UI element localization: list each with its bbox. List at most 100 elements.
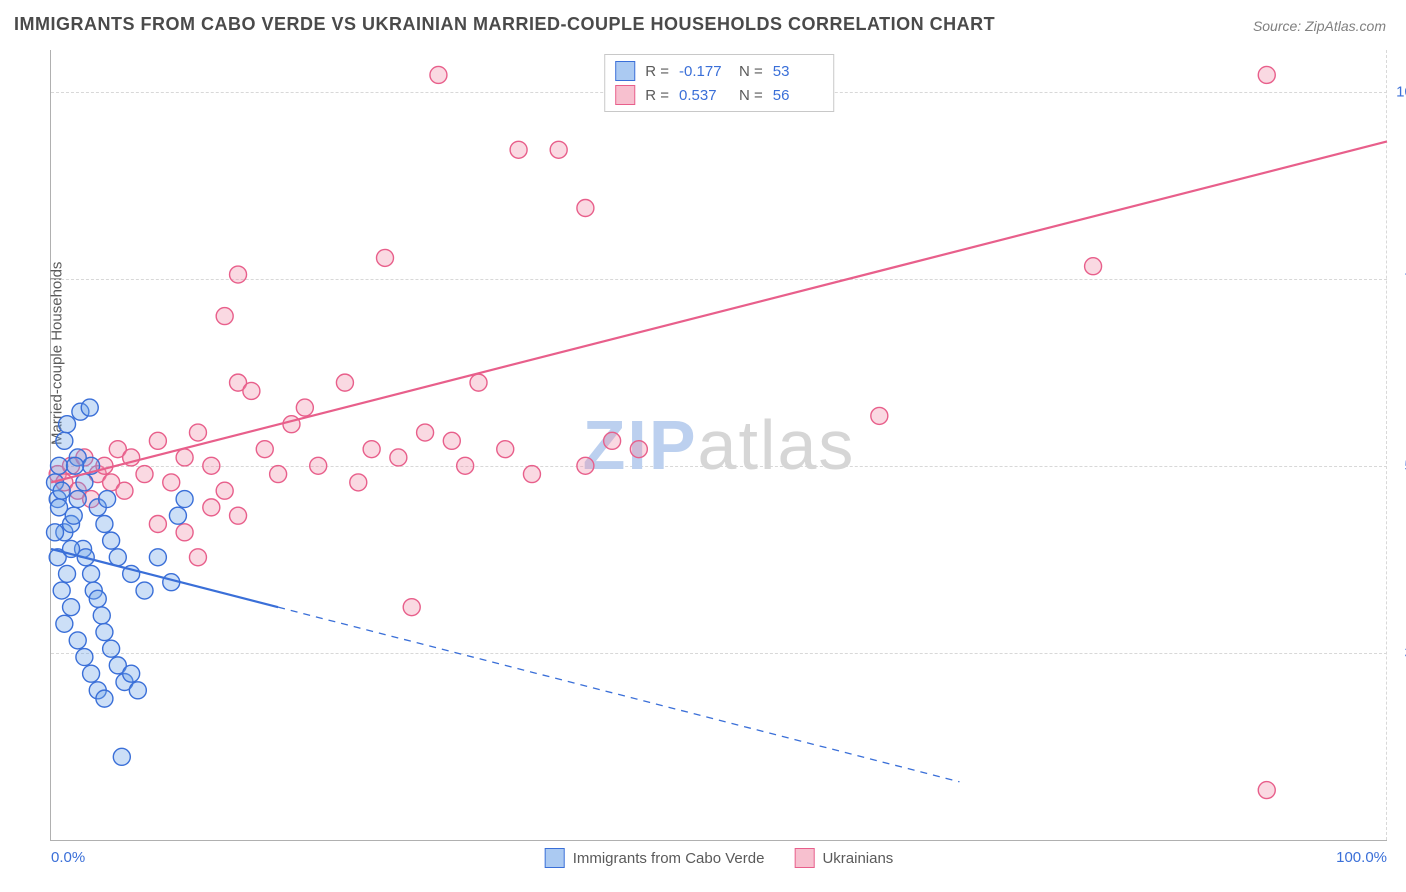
scatter-point-a xyxy=(123,665,140,682)
scatter-point-a xyxy=(81,399,98,416)
x-tick-label: 100.0% xyxy=(1336,849,1387,866)
legend-stats-row-a: R = -0.177 N = 53 xyxy=(615,59,823,83)
scatter-point-b xyxy=(1258,66,1275,83)
scatter-point-b xyxy=(163,474,180,491)
scatter-point-b xyxy=(350,474,367,491)
legend-swatch-b2 xyxy=(794,848,814,868)
scatter-point-b xyxy=(470,374,487,391)
scatter-point-a xyxy=(65,507,82,524)
scatter-point-b xyxy=(390,449,407,466)
scatter-point-a xyxy=(59,416,76,433)
legend-n-label-b: N = xyxy=(739,87,763,104)
scatter-point-b xyxy=(136,466,153,483)
scatter-point-a xyxy=(93,607,110,624)
scatter-point-b xyxy=(149,432,166,449)
scatter-point-b xyxy=(630,441,647,458)
scatter-point-b xyxy=(577,200,594,217)
scatter-point-a xyxy=(69,632,86,649)
y-tick-label: 55.0% xyxy=(1392,457,1406,474)
scatter-point-a xyxy=(63,599,80,616)
scatter-point-a xyxy=(56,615,73,632)
scatter-point-a xyxy=(51,457,68,474)
legend-series-b: Ukrainians xyxy=(794,848,893,868)
legend-swatch-b xyxy=(615,85,635,105)
scatter-point-a xyxy=(113,748,130,765)
scatter-point-b xyxy=(577,457,594,474)
scatter-point-a xyxy=(53,582,70,599)
legend-n-value-a: 53 xyxy=(773,63,823,80)
scatter-point-b xyxy=(604,432,621,449)
legend-series-a: Immigrants from Cabo Verde xyxy=(545,848,765,868)
scatter-point-a xyxy=(96,690,113,707)
scatter-point-b xyxy=(216,482,233,499)
scatter-point-b xyxy=(270,466,287,483)
scatter-point-b xyxy=(1258,782,1275,799)
legend-series: Immigrants from Cabo Verde Ukrainians xyxy=(545,848,894,868)
scatter-point-b xyxy=(1085,258,1102,275)
scatter-point-a xyxy=(69,491,86,508)
trend-line-a-dashed xyxy=(278,607,959,782)
scatter-point-a xyxy=(56,432,73,449)
scatter-point-a xyxy=(109,549,126,566)
legend-swatch-a xyxy=(615,61,635,81)
legend-swatch-a2 xyxy=(545,848,565,868)
legend-stats: R = -0.177 N = 53 R = 0.537 N = 56 xyxy=(604,54,834,112)
scatter-point-b xyxy=(871,407,888,424)
scatter-point-b xyxy=(149,516,166,533)
scatter-point-b xyxy=(403,599,420,616)
scatter-point-b xyxy=(203,457,220,474)
scatter-point-a xyxy=(47,524,64,541)
scatter-point-b xyxy=(523,466,540,483)
scatter-point-a xyxy=(83,565,100,582)
scatter-point-b xyxy=(230,507,247,524)
scatter-point-b xyxy=(189,549,206,566)
scatter-point-b xyxy=(510,141,527,158)
legend-series-a-label: Immigrants from Cabo Verde xyxy=(573,850,765,867)
scatter-point-b xyxy=(176,449,193,466)
legend-series-b-label: Ukrainians xyxy=(822,850,893,867)
scatter-point-b xyxy=(230,266,247,283)
scatter-point-b xyxy=(189,424,206,441)
legend-r-value-b: 0.537 xyxy=(679,87,729,104)
scatter-point-a xyxy=(89,590,106,607)
scatter-point-b xyxy=(216,308,233,325)
chart-title: IMMIGRANTS FROM CABO VERDE VS UKRAINIAN … xyxy=(14,14,995,35)
scatter-point-b xyxy=(417,424,434,441)
scatter-point-b xyxy=(296,399,313,416)
scatter-point-a xyxy=(83,665,100,682)
plot-area: Married-couple Households ZIPatlas R = -… xyxy=(50,50,1387,841)
legend-r-value-a: -0.177 xyxy=(679,63,729,80)
scatter-point-a xyxy=(169,507,186,524)
scatter-point-b xyxy=(310,457,327,474)
scatter-point-b xyxy=(430,66,447,83)
scatter-point-a xyxy=(96,516,113,533)
scatter-point-b xyxy=(443,432,460,449)
x-tick-label: 0.0% xyxy=(51,849,85,866)
scatter-point-b xyxy=(497,441,514,458)
scatter-point-b xyxy=(283,416,300,433)
legend-r-label-a: R = xyxy=(645,63,669,80)
legend-n-value-b: 56 xyxy=(773,87,823,104)
scatter-point-b xyxy=(203,499,220,516)
source-attribution: Source: ZipAtlas.com xyxy=(1253,18,1386,34)
scatter-point-a xyxy=(67,457,84,474)
scatter-point-a xyxy=(176,491,193,508)
scatter-point-a xyxy=(96,624,113,641)
scatter-point-a xyxy=(136,582,153,599)
scatter-point-b xyxy=(116,482,133,499)
scatter-point-a xyxy=(53,482,70,499)
scatter-point-b xyxy=(457,457,474,474)
y-tick-label: 32.5% xyxy=(1392,644,1406,661)
scatter-point-b xyxy=(377,249,394,266)
scatter-point-a xyxy=(59,565,76,582)
scatter-point-a xyxy=(103,532,120,549)
legend-r-label-b: R = xyxy=(645,87,669,104)
scatter-point-a xyxy=(76,649,93,666)
scatter-point-b xyxy=(550,141,567,158)
scatter-point-a xyxy=(149,549,166,566)
scatter-point-b xyxy=(256,441,273,458)
y-tick-label: 100.0% xyxy=(1392,83,1406,100)
scatter-point-a xyxy=(103,640,120,657)
trend-line-b xyxy=(51,141,1387,482)
scatter-point-b xyxy=(243,382,260,399)
